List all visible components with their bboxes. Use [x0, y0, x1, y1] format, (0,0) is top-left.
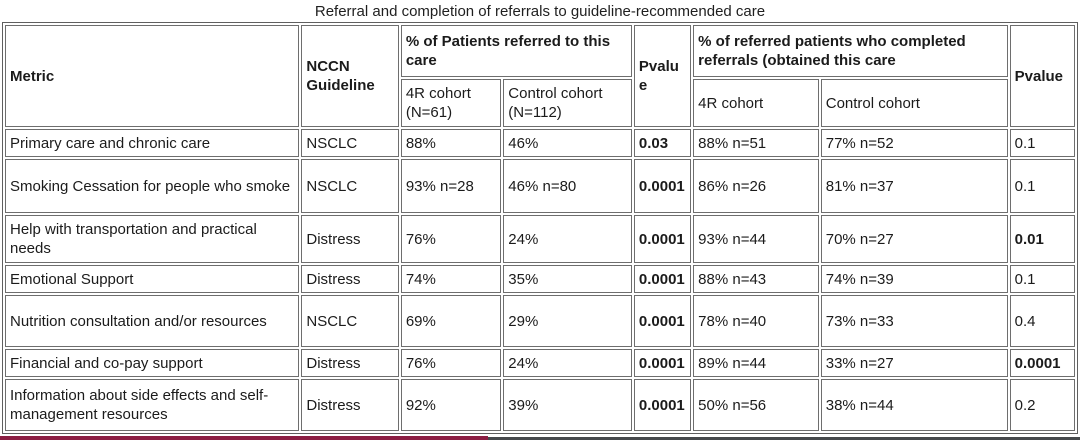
cell-metric: Nutrition consultation and/or resources: [5, 295, 300, 347]
header-row-groups: Metric NCCN Guideline % of Patients refe…: [5, 25, 1075, 127]
cell-referred-4r: 88%: [400, 129, 502, 157]
cell-referred-4r: 93% n=28: [400, 159, 502, 213]
table-row: Emotional Support Distress 74% 35% 0.000…: [5, 265, 1075, 293]
header-completed-group: % of referred patients who completed ref…: [693, 25, 1008, 77]
cell-referred-control: 46% n=80: [503, 159, 632, 213]
cell-pvalue-completed: 0.0001: [1009, 349, 1075, 377]
cell-referred-4r: 69%: [400, 295, 502, 347]
subheader-referred-control-cohort: Control cohort (N=112): [503, 79, 632, 127]
header-pvalue-completed: Pvalue: [1009, 25, 1075, 127]
cell-guideline: NSCLC: [301, 129, 399, 157]
cell-completed-4r: 93% n=44: [693, 215, 819, 263]
cell-pvalue-completed: 0.1: [1009, 265, 1075, 293]
cell-completed-control: 33% n=27: [820, 349, 1008, 377]
table-row: Financial and co-pay support Distress 76…: [5, 349, 1075, 377]
bottom-accent-bar: [0, 436, 488, 440]
cell-completed-4r: 88% n=51: [693, 129, 819, 157]
cell-pvalue-completed: 0.1: [1009, 159, 1075, 213]
header-metric: Metric: [5, 25, 300, 127]
cell-completed-control: 38% n=44: [820, 379, 1008, 431]
cell-referred-4r: 76%: [400, 349, 502, 377]
cell-pvalue-referred: 0.0001: [633, 349, 692, 377]
cell-referred-4r: 74%: [400, 265, 502, 293]
cell-completed-control: 73% n=33: [820, 295, 1008, 347]
cell-metric: Emotional Support: [5, 265, 300, 293]
cell-referred-control: 24%: [503, 215, 632, 263]
cell-referred-control: 39%: [503, 379, 632, 431]
cell-pvalue-referred: 0.03: [633, 129, 692, 157]
cell-pvalue-completed: 0.1: [1009, 129, 1075, 157]
cell-completed-4r: 88% n=43: [693, 265, 819, 293]
cell-guideline: Distress: [301, 349, 399, 377]
cell-referred-4r: 92%: [400, 379, 502, 431]
cell-metric: Help with transportation and practical n…: [5, 215, 300, 263]
cell-metric: Primary care and chronic care: [5, 129, 300, 157]
cell-guideline: Distress: [301, 265, 399, 293]
cell-completed-4r: 89% n=44: [693, 349, 819, 377]
cell-metric: Smoking Cessation for people who smoke: [5, 159, 300, 213]
cell-guideline: NSCLC: [301, 295, 399, 347]
cell-pvalue-completed: 0.2: [1009, 379, 1075, 431]
table-row: Nutrition consultation and/or resources …: [5, 295, 1075, 347]
table-title: Referral and completion of referrals to …: [314, 3, 766, 20]
cell-pvalue-referred: 0.0001: [633, 265, 692, 293]
cell-referred-4r: 76%: [400, 215, 502, 263]
cell-referred-control: 46%: [503, 129, 632, 157]
cell-guideline: NSCLC: [301, 159, 399, 213]
cell-completed-4r: 86% n=26: [693, 159, 819, 213]
bottom-strip: [0, 436, 1080, 440]
cell-pvalue-completed: 0.4: [1009, 295, 1075, 347]
referral-table: Metric NCCN Guideline % of Patients refe…: [2, 22, 1078, 434]
subheader-referred-4r-cohort: 4R cohort (N=61): [400, 79, 502, 127]
cell-metric: Information about side effects and self-…: [5, 379, 300, 431]
cell-completed-control: 70% n=27: [820, 215, 1008, 263]
header-referred-group: % of Patients referred to this care: [400, 25, 632, 77]
cell-completed-control: 77% n=52: [820, 129, 1008, 157]
cell-guideline: Distress: [301, 379, 399, 431]
cell-completed-control: 81% n=37: [820, 159, 1008, 213]
cell-pvalue-referred: 0.0001: [633, 215, 692, 263]
subheader-completed-control-cohort: Control cohort: [820, 79, 1008, 127]
cell-pvalue-completed: 0.01: [1009, 215, 1075, 263]
table-row: Smoking Cessation for people who smoke N…: [5, 159, 1075, 213]
cell-pvalue-referred: 0.0001: [633, 379, 692, 431]
bottom-border-line: [488, 437, 1080, 440]
cell-completed-control: 74% n=39: [820, 265, 1008, 293]
table-row: Information about side effects and self-…: [5, 379, 1075, 431]
header-nccn-guideline: NCCN Guideline: [301, 25, 399, 127]
subheader-completed-4r-cohort: 4R cohort: [693, 79, 819, 127]
header-row-cohorts: 4R cohort (N=61) Control cohort (N=112) …: [5, 79, 1075, 127]
cell-referred-control: 35%: [503, 265, 632, 293]
cell-referred-control: 24%: [503, 349, 632, 377]
table-row: Primary care and chronic care NSCLC 88% …: [5, 129, 1075, 157]
header-pvalue-referred: Pvalue: [633, 25, 692, 127]
cell-pvalue-referred: 0.0001: [633, 295, 692, 347]
cell-guideline: Distress: [301, 215, 399, 263]
cell-completed-4r: 78% n=40: [693, 295, 819, 347]
table-row: Help with transportation and practical n…: [5, 215, 1075, 263]
cell-pvalue-referred: 0.0001: [633, 159, 692, 213]
cell-metric: Financial and co-pay support: [5, 349, 300, 377]
cell-completed-4r: 50% n=56: [693, 379, 819, 431]
cell-referred-control: 29%: [503, 295, 632, 347]
